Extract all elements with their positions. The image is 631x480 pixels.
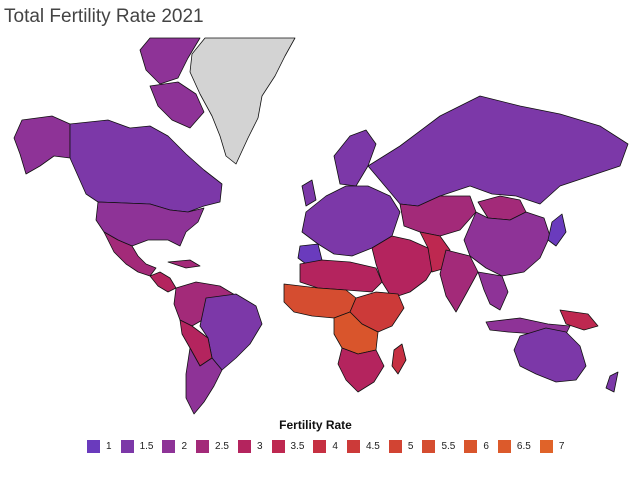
- legend-swatch: [539, 440, 553, 453]
- region-new-zealand: [605, 371, 619, 393]
- region-middle-east: [371, 235, 437, 299]
- legend-label: 5: [407, 441, 414, 452]
- region-central-asia: [399, 195, 477, 237]
- legend-swatch: [120, 440, 134, 453]
- region-southern-africa: [337, 347, 385, 393]
- region-caribbean: [167, 259, 201, 269]
- region-north-africa: [299, 259, 383, 293]
- legend-swatch: [497, 440, 511, 453]
- legend-swatch: [422, 440, 436, 453]
- legend-label: 2: [181, 441, 188, 452]
- legend-swatch: [464, 440, 478, 453]
- legend-swatch: [196, 440, 210, 453]
- world-map: [13, 37, 629, 415]
- legend-item[interactable]: 2: [162, 440, 187, 453]
- region-scandinavia: [333, 129, 377, 187]
- region-arctic-islands: [139, 37, 201, 85]
- region-mexico: [103, 231, 157, 277]
- region-southern-cone: [185, 347, 223, 415]
- legend-label: 7: [558, 441, 565, 452]
- legend-label: 4: [332, 441, 338, 452]
- legend: 1 1.5 2 2.5 3 3.5 4 4.5 5 5.5 6 6.5 7: [87, 440, 573, 453]
- legend-swatch: [237, 440, 251, 453]
- region-japan: [547, 213, 567, 247]
- legend-item[interactable]: 4.5: [346, 440, 380, 453]
- region-papua: [559, 309, 599, 331]
- legend-swatch: [162, 440, 176, 453]
- legend-swatch: [346, 440, 360, 453]
- legend-item[interactable]: 6: [464, 440, 489, 453]
- legend-title: Fertility Rate: [279, 418, 352, 432]
- legend-swatch: [87, 440, 100, 453]
- legend-label: 1: [106, 441, 112, 452]
- legend-item[interactable]: 1: [87, 440, 112, 453]
- legend-label: 5.5: [441, 441, 456, 452]
- region-canada: [69, 119, 223, 213]
- region-uk: [301, 179, 317, 207]
- legend-label: 4.5: [365, 441, 380, 452]
- region-central-america: [149, 271, 177, 293]
- region-baffin: [149, 81, 205, 129]
- legend-item[interactable]: 5.5: [422, 440, 455, 453]
- region-australia: [513, 327, 587, 383]
- legend-item[interactable]: 5: [388, 440, 414, 453]
- legend-item[interactable]: 1.5: [120, 440, 154, 453]
- legend-item[interactable]: 2.5: [196, 440, 229, 453]
- legend-label: 6: [483, 441, 489, 452]
- region-india: [439, 249, 479, 313]
- legend-label: 3: [256, 441, 263, 452]
- region-china: [463, 211, 551, 277]
- legend-swatch: [388, 440, 402, 453]
- map-title: Total Fertility Rate 2021: [4, 6, 204, 27]
- region-alaska: [13, 115, 71, 175]
- region-madagascar: [391, 343, 407, 375]
- legend-swatch: [271, 440, 285, 453]
- legend-label: 6.5: [516, 441, 531, 452]
- legend-item[interactable]: 6.5: [497, 440, 531, 453]
- legend-item[interactable]: 3: [237, 440, 263, 453]
- region-southeast-asia: [477, 271, 509, 311]
- region-russia: [367, 95, 629, 207]
- legend-item[interactable]: 4: [313, 440, 338, 453]
- legend-label: 1.5: [139, 441, 154, 452]
- region-brazil: [199, 293, 263, 371]
- legend-label: 2.5: [215, 441, 229, 452]
- legend-swatch: [313, 440, 327, 453]
- legend-item[interactable]: 7: [539, 440, 565, 453]
- legend-item[interactable]: 3.5: [271, 440, 305, 453]
- legend-label: 3.5: [290, 441, 305, 452]
- region-greenland: [189, 37, 296, 165]
